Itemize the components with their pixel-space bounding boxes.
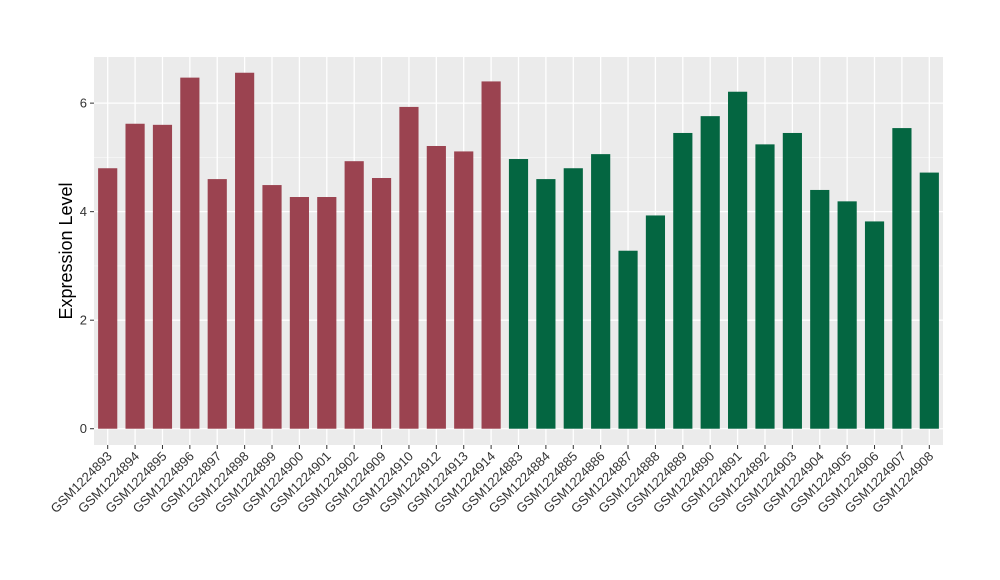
bar-GSM1224912 — [426, 145, 446, 429]
bar-GSM1224884 — [536, 179, 556, 429]
bar-GSM1224898 — [235, 72, 255, 429]
bar-GSM1224910 — [399, 106, 419, 429]
bar-GSM1224903 — [782, 132, 802, 429]
bar-GSM1224893 — [98, 168, 118, 429]
bar-GSM1224885 — [563, 168, 583, 429]
bar-GSM1224890 — [700, 116, 720, 429]
bar-GSM1224889 — [673, 132, 693, 429]
y-tick-label: 2 — [80, 313, 87, 328]
bar-GSM1224899 — [262, 185, 282, 429]
bar-GSM1224896 — [180, 77, 200, 429]
y-axis-title: Expression Level — [56, 182, 76, 319]
y-tick-label: 0 — [80, 421, 87, 436]
bar-GSM1224913 — [454, 151, 474, 429]
bar-GSM1224914 — [481, 81, 501, 429]
bar-GSM1224902 — [344, 161, 364, 429]
bar-GSM1224888 — [645, 215, 666, 429]
bar-GSM1224909 — [371, 178, 392, 429]
y-tick-label: 6 — [80, 96, 87, 111]
bar-GSM1224891 — [728, 91, 748, 429]
bar-GSM1224908 — [919, 172, 939, 429]
bar-GSM1224897 — [207, 179, 227, 429]
bar-GSM1224900 — [289, 197, 309, 429]
bars — [98, 72, 939, 429]
x-axis: GSM1224893GSM1224894GSM1224895GSM1224896… — [47, 445, 936, 516]
bar-GSM1224906 — [864, 221, 885, 429]
bar-GSM1224895 — [152, 124, 173, 429]
bar-GSM1224905 — [837, 201, 857, 429]
bar-GSM1224892 — [755, 144, 775, 429]
bar-GSM1224907 — [892, 128, 912, 429]
bar-GSM1224901 — [317, 197, 337, 429]
y-tick-label: 4 — [80, 204, 87, 219]
bar-GSM1224887 — [618, 250, 638, 429]
bar-GSM1224904 — [810, 189, 830, 429]
bar-GSM1224894 — [125, 123, 145, 429]
bar-GSM1224886 — [591, 154, 611, 429]
y-axis: 0 2 4 6 — [80, 96, 94, 436]
bar-GSM1224883 — [508, 159, 529, 429]
